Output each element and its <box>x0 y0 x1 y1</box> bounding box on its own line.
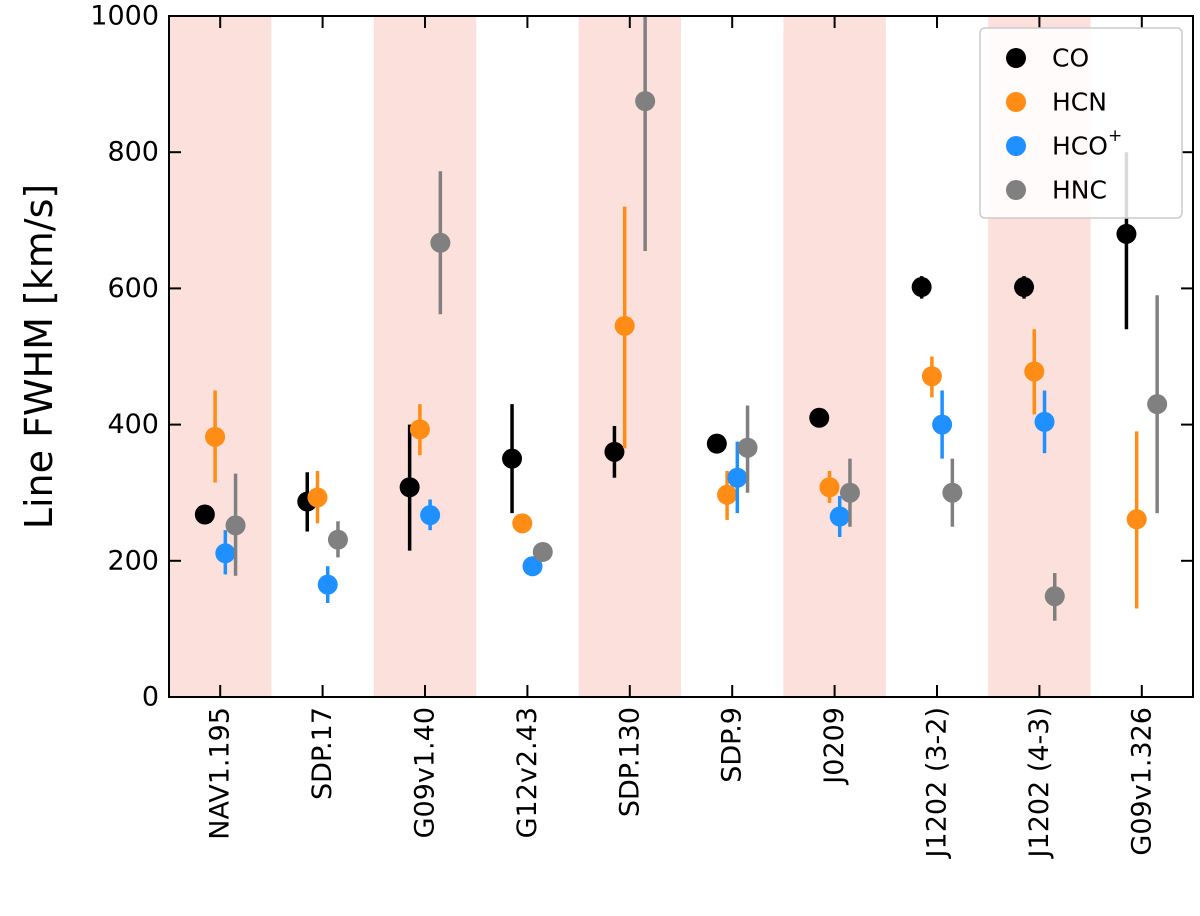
data-point <box>1024 361 1045 382</box>
shaded-band-2 <box>373 16 477 697</box>
x-tick-label: SDP.130 <box>614 707 645 817</box>
x-tick-label: SDP.17 <box>307 707 338 800</box>
x-tick-label: G09v1.326 <box>1126 707 1157 856</box>
data-point <box>430 232 451 253</box>
data-point <box>635 91 656 112</box>
data-point <box>942 482 963 503</box>
x-tick-label: J1202 (4-3) <box>1024 707 1055 859</box>
data-point <box>911 277 932 298</box>
series-hnc <box>225 16 1168 621</box>
y-tick-label: 200 <box>107 545 159 576</box>
data-point <box>1116 223 1137 244</box>
shaded-band-4 <box>578 16 681 697</box>
y-axis-label: Line FWHM [km/s] <box>17 184 61 529</box>
y-tick-label: 800 <box>107 137 159 168</box>
data-point <box>614 315 635 336</box>
y-tick-label: 400 <box>107 409 159 440</box>
data-point <box>215 543 236 564</box>
data-point <box>727 467 748 488</box>
data-point <box>604 441 625 462</box>
data-point <box>717 484 738 505</box>
data-point <box>809 407 830 428</box>
data-point <box>1147 394 1168 415</box>
data-point <box>1034 411 1055 432</box>
data-point <box>706 433 727 454</box>
x-tick-label: NAV1.195 <box>205 707 236 840</box>
series-hco <box>215 390 1055 604</box>
data-point <box>522 556 543 577</box>
x-tick-label: SDP.9 <box>717 707 748 783</box>
legend-label-co: CO <box>1052 44 1089 73</box>
data-point <box>737 437 758 458</box>
legend-marker-hnc <box>1006 180 1026 200</box>
data-point <box>819 477 840 498</box>
data-point <box>512 513 533 534</box>
data-point <box>932 414 953 435</box>
data-point <box>205 426 226 447</box>
data-point <box>327 529 348 550</box>
data-point <box>1014 277 1035 298</box>
data-point <box>409 419 430 440</box>
data-point <box>502 448 523 469</box>
x-tick-label: G12v2.43 <box>512 707 543 838</box>
plot-frame <box>168 15 1194 698</box>
shaded-band-0 <box>169 16 272 697</box>
legend-label-hnc: HNC <box>1052 176 1107 205</box>
data-point <box>194 504 215 525</box>
data-point <box>1044 586 1065 607</box>
x-tick-label: J1202 (3-2) <box>922 707 953 859</box>
x-axis: NAV1.195 SDP.17 G09v1.40 G12v2.43 SDP.130 SDP… <box>205 16 1157 859</box>
x-tick-label: G09v1.40 <box>410 707 441 838</box>
legend-box <box>979 27 1183 219</box>
data-point <box>829 506 850 527</box>
data-point <box>317 574 338 595</box>
data-point <box>921 366 942 387</box>
legend-marker-hco <box>1006 136 1026 156</box>
legend-marker-hcn <box>1006 92 1026 112</box>
legend-label-hcn: HCN <box>1052 88 1107 117</box>
data-point <box>532 541 553 562</box>
x-tick-label: J0209 <box>819 707 850 786</box>
y-tick-label: 600 <box>107 273 159 304</box>
legend-marker-co <box>1006 48 1026 68</box>
data-point <box>1126 509 1147 530</box>
data-point <box>420 505 441 526</box>
y-axis: 0 200 400 600 800 1000 <box>90 1 1193 713</box>
series-layer <box>194 16 1168 621</box>
series-hcn <box>205 206 1147 609</box>
data-point <box>225 515 246 536</box>
shaded-band-6 <box>783 16 886 697</box>
legend-label-superscript: + <box>1108 126 1122 146</box>
data-point <box>307 487 328 508</box>
data-point <box>839 482 860 503</box>
shaded-bands <box>169 16 1091 697</box>
data-point <box>399 477 420 498</box>
series-co <box>194 152 1137 551</box>
y-tick-label: 1000 <box>90 1 159 32</box>
y-tick-label: 0 <box>142 682 159 713</box>
